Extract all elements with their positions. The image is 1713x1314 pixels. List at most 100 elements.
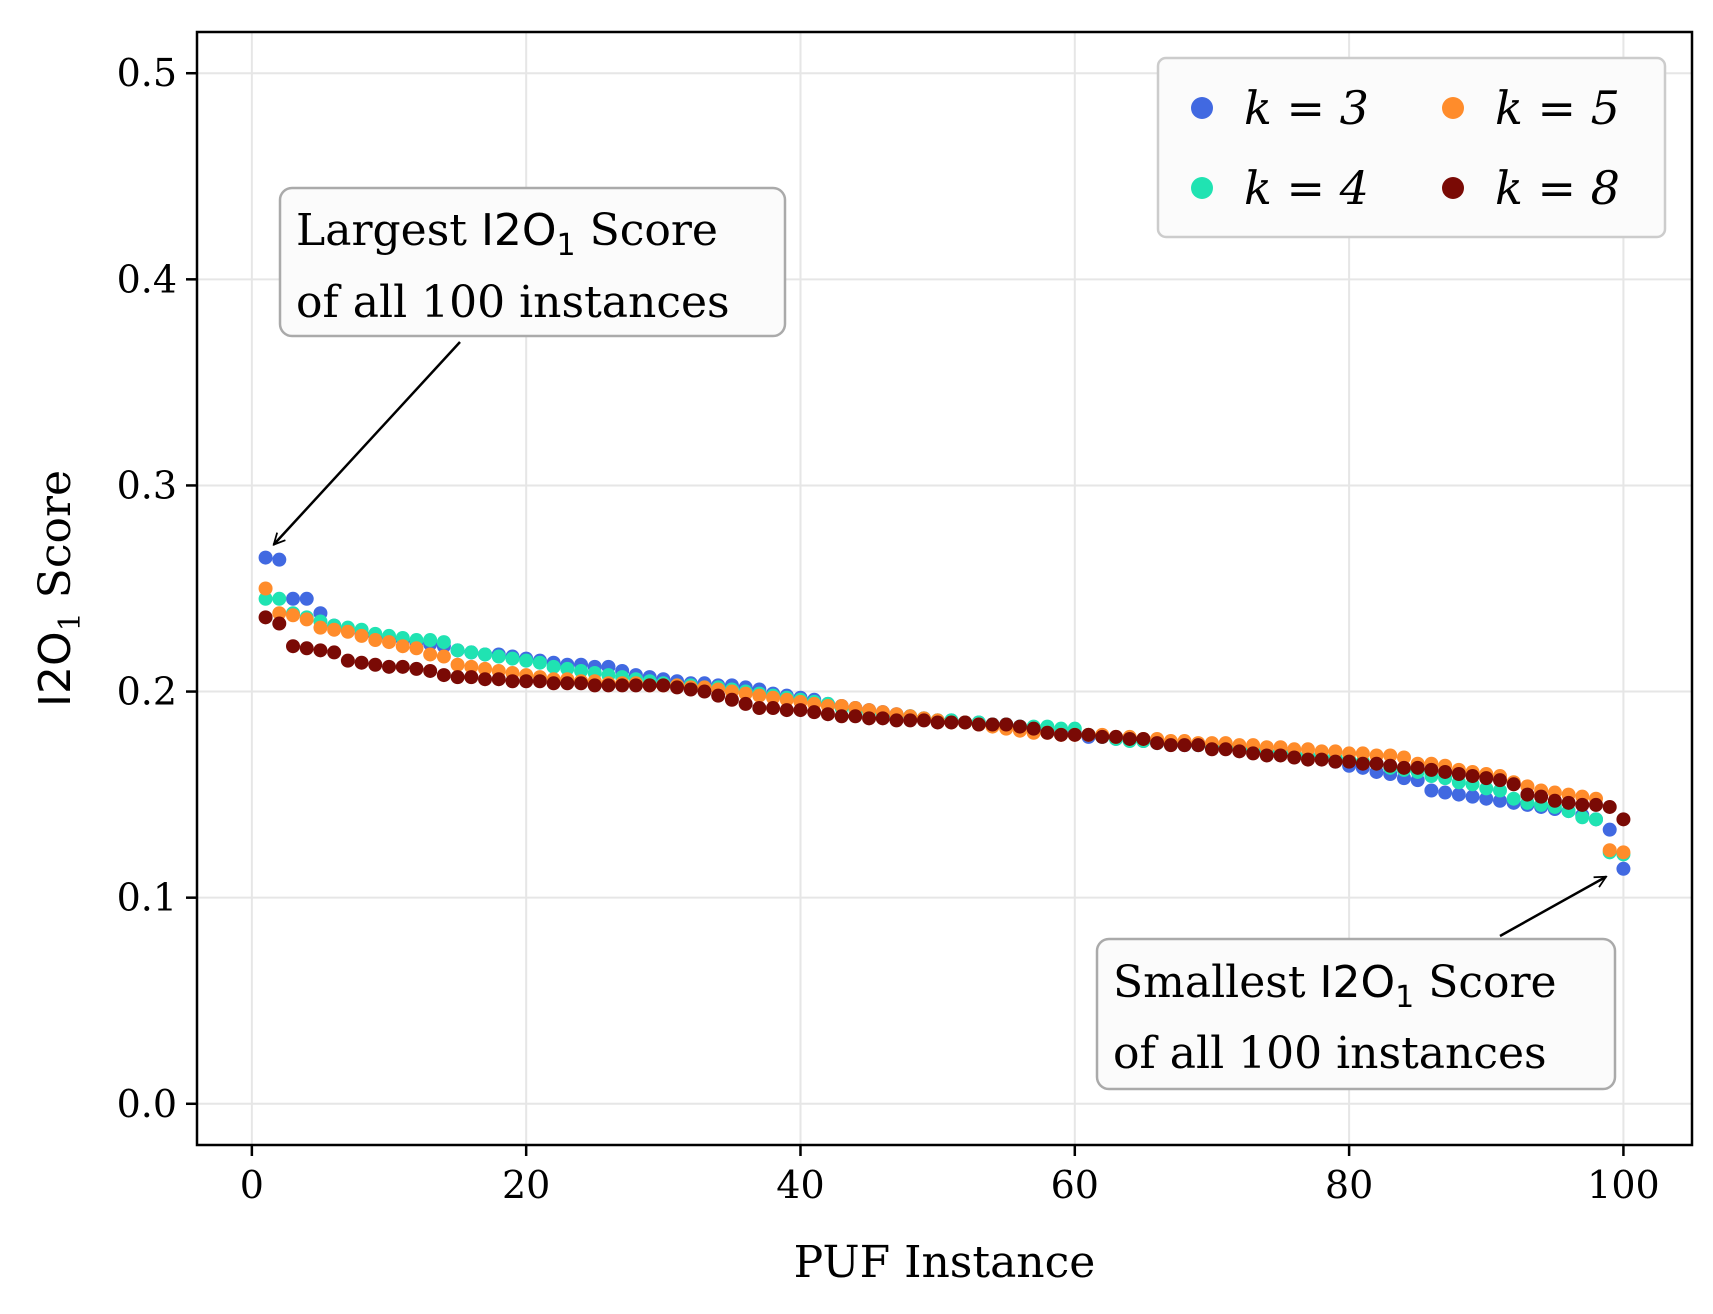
data-point <box>1383 748 1398 763</box>
data-point <box>272 552 287 567</box>
legend-label: k = 5 <box>1495 81 1620 135</box>
data-point <box>1396 750 1411 765</box>
data-point <box>327 622 342 637</box>
data-point <box>436 668 451 683</box>
annotation-largest-line2: of all 100 instances <box>296 277 730 328</box>
data-point <box>258 550 273 565</box>
data-point <box>834 698 849 713</box>
data-point <box>1424 783 1439 798</box>
data-point <box>436 635 451 650</box>
data-point <box>1602 799 1617 814</box>
data-points <box>258 550 1631 876</box>
data-point <box>286 639 301 654</box>
data-point <box>450 643 465 658</box>
y-axis-label-main: I2O <box>30 631 81 707</box>
data-point <box>944 715 959 730</box>
y-tick-label: 0.2 <box>117 670 177 714</box>
data-point <box>258 591 273 606</box>
data-point <box>1575 797 1590 812</box>
data-point <box>1191 738 1206 753</box>
annotation-smallest-line2: of all 100 instances <box>1113 1028 1547 1079</box>
data-point <box>779 703 794 718</box>
data-point <box>299 591 314 606</box>
data-point <box>1602 822 1617 837</box>
data-point <box>1465 769 1480 784</box>
data-point <box>1259 748 1274 763</box>
annotation-box-largest <box>278 186 787 338</box>
legend-item: k = 5 <box>1442 81 1620 135</box>
data-point <box>478 672 493 687</box>
data-point <box>368 657 383 672</box>
data-point <box>423 647 438 662</box>
data-point <box>1438 764 1453 779</box>
annotation-box-smallest <box>1095 937 1617 1091</box>
data-point <box>286 591 301 606</box>
data-point <box>752 688 767 703</box>
data-point <box>464 659 479 674</box>
data-point <box>1602 843 1617 858</box>
data-point <box>574 663 589 678</box>
data-point <box>505 674 520 689</box>
data-point <box>1355 746 1370 761</box>
data-point <box>1204 742 1219 757</box>
annotation-largest: Largest I2O1 Score of all 100 instances <box>274 186 787 545</box>
data-point <box>793 703 808 718</box>
data-point <box>450 657 465 672</box>
data-point <box>1026 721 1041 736</box>
x-axis-label: PUF Instance <box>794 1237 1096 1288</box>
data-point <box>409 661 424 676</box>
data-point <box>1054 727 1069 742</box>
annotation-arrow-smallest <box>1499 875 1606 938</box>
data-point <box>423 663 438 678</box>
data-point <box>491 649 506 664</box>
annotation-largest-line1: Largest I2O1 Score <box>296 205 718 263</box>
data-point <box>1150 736 1165 751</box>
axis-ticks: 0 20 40 60 80 100 0.0 0.1 0.2 0.3 0.4 0.5 <box>117 51 1660 1207</box>
data-point <box>1520 787 1535 802</box>
data-point <box>299 641 314 656</box>
data-point <box>1410 760 1425 775</box>
y-tick-label: 0.1 <box>117 876 177 920</box>
data-point <box>628 678 643 693</box>
legend-label: k = 4 <box>1244 161 1369 215</box>
legend: k = 3 k = 4 k = 5 k = 8 <box>1156 56 1667 239</box>
legend-marker <box>1191 97 1213 119</box>
data-point <box>752 701 767 716</box>
data-point <box>546 676 561 691</box>
data-point <box>505 651 520 666</box>
legend-marker <box>1191 177 1213 199</box>
data-point <box>354 628 369 643</box>
data-point <box>1616 861 1631 876</box>
y-axis-label-subscript: 1 <box>53 612 88 631</box>
data-point <box>1438 785 1453 800</box>
data-point <box>395 639 410 654</box>
data-point <box>1383 758 1398 773</box>
data-point <box>1300 752 1315 767</box>
data-point <box>1369 756 1384 771</box>
data-point <box>1355 756 1370 771</box>
y-tick-label: 0.4 <box>117 257 177 301</box>
data-point <box>1163 738 1178 753</box>
data-point <box>889 713 904 728</box>
data-point <box>1273 748 1288 763</box>
x-tick-label: 100 <box>1587 1163 1660 1207</box>
legend-item: k = 4 <box>1191 161 1369 215</box>
data-point <box>450 670 465 685</box>
data-point <box>1479 771 1494 786</box>
data-point <box>862 711 877 726</box>
series-1 <box>258 550 1631 876</box>
annotation-smallest: Smallest I2O1 Score of all 100 instances <box>1095 875 1617 1091</box>
y-tick-label: 0.0 <box>117 1082 177 1126</box>
data-point <box>340 653 355 668</box>
data-point <box>903 713 918 728</box>
data-point <box>286 608 301 623</box>
legend-item: k = 3 <box>1191 81 1369 135</box>
data-point <box>272 616 287 631</box>
data-point <box>519 674 534 689</box>
legend-marker <box>1442 97 1464 119</box>
data-point <box>478 661 493 676</box>
data-point <box>958 715 973 730</box>
data-point <box>697 684 712 699</box>
data-point <box>766 701 781 716</box>
